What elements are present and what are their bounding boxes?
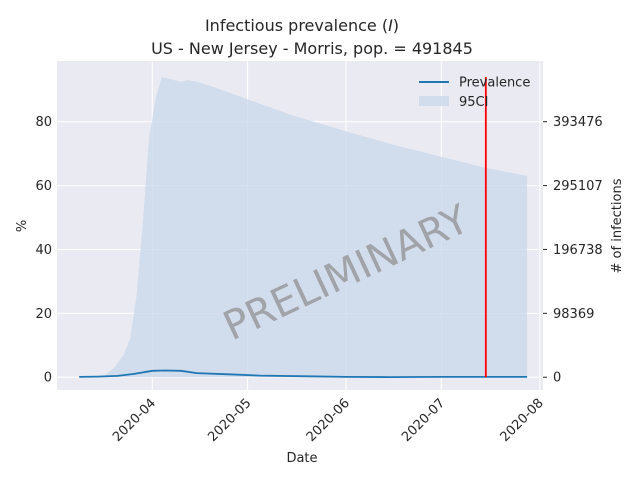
prevalence-line bbox=[79, 369, 528, 379]
y-axis-right-label: # of infections bbox=[610, 178, 625, 273]
y-right-tick-label: 0 bbox=[553, 371, 561, 386]
legend-label-95ci: 95CI bbox=[459, 95, 488, 110]
y-right-tick-label: 98369 bbox=[553, 307, 594, 322]
y-right-tick-label: 295107 bbox=[553, 179, 603, 194]
y-tick-label: 80 bbox=[35, 115, 52, 130]
legend-band-swatch bbox=[419, 96, 449, 106]
chart-subtitle: US - New Jersey - Morris, pop. = 491845 bbox=[151, 39, 473, 58]
legend: Prevalence 95CI bbox=[419, 76, 530, 110]
y-axis-right-ticks: 0 98369 196738 295107 393476 bbox=[543, 115, 603, 386]
ci-band bbox=[79, 77, 528, 378]
y-tick-label: 40 bbox=[35, 243, 52, 258]
y-tick-label: 20 bbox=[35, 307, 52, 322]
legend-label-prevalence: Prevalence bbox=[459, 76, 530, 91]
y-right-tick-label: 196738 bbox=[553, 243, 603, 258]
chart-title: Infectious prevalence (I) bbox=[205, 16, 399, 35]
y-tick-label: 0 bbox=[44, 371, 52, 386]
y-axis-left-ticks: 0 20 40 60 80 bbox=[35, 115, 52, 386]
y-right-tick-label: 393476 bbox=[553, 115, 603, 130]
x-axis-label: Date bbox=[286, 451, 317, 466]
y-tick-label: 60 bbox=[35, 179, 52, 194]
y-axis-label: % bbox=[15, 220, 30, 232]
